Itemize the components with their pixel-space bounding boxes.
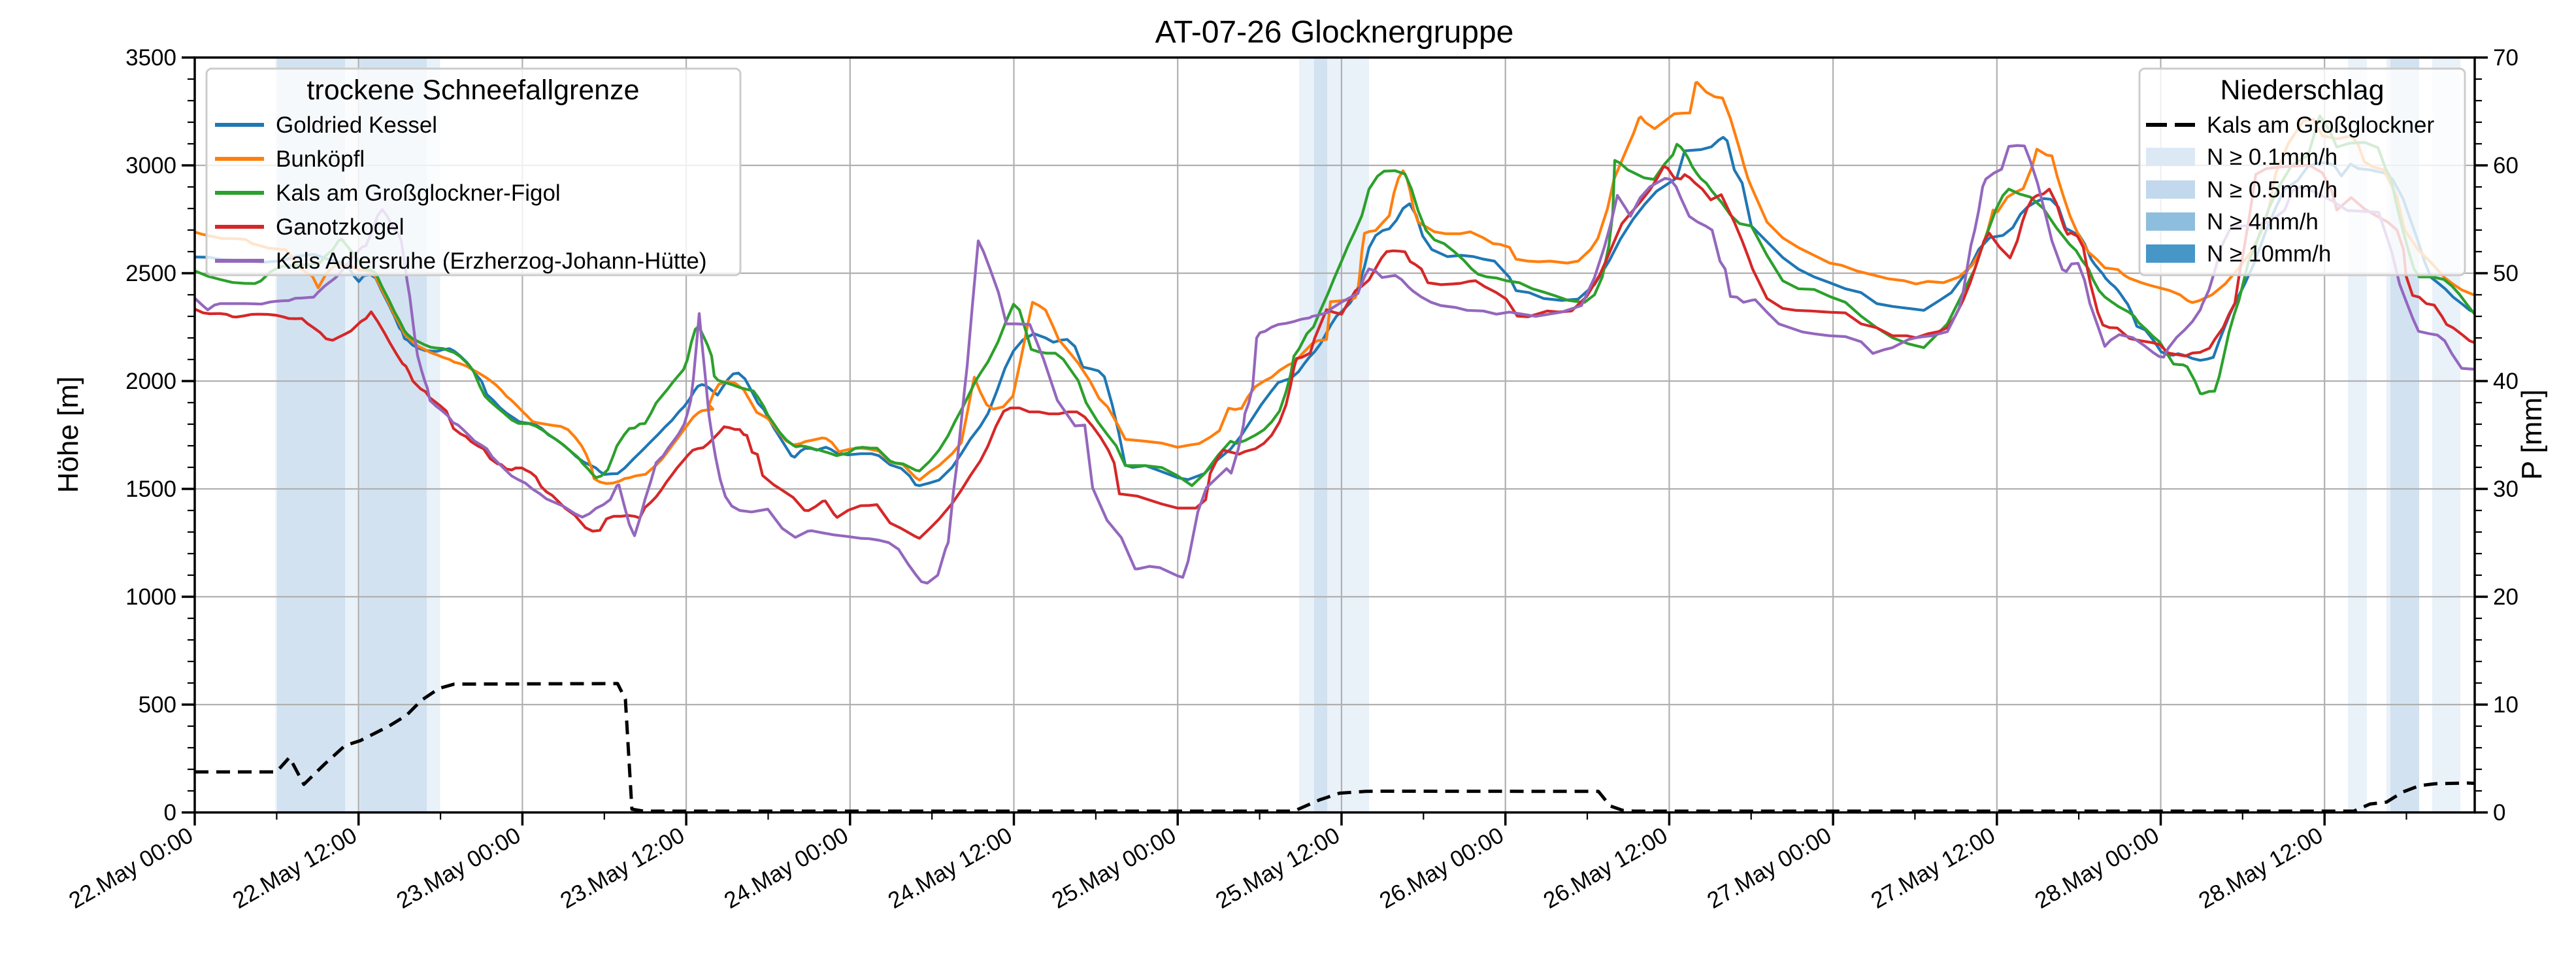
svg-text:70: 70 [2493,45,2518,71]
svg-text:Kals am Großglockner: Kals am Großglockner [2207,112,2435,138]
svg-text:2500: 2500 [125,261,176,286]
svg-text:0: 0 [164,800,176,826]
svg-text:N ≥ 10mm/h: N ≥ 10mm/h [2207,241,2331,267]
svg-text:40: 40 [2493,369,2518,394]
svg-text:P [mm]: P [mm] [2516,390,2548,480]
svg-text:30: 30 [2493,476,2518,502]
svg-text:Kals Adlersruhe (Erzherzog-Joh: Kals Adlersruhe (Erzherzog-Johann-Hütte) [276,248,706,274]
svg-text:trockene Schneefallgrenze: trockene Schneefallgrenze [306,75,639,106]
svg-text:Höhe [m]: Höhe [m] [52,376,84,493]
svg-text:500: 500 [139,692,176,718]
svg-text:Bunköpfl: Bunköpfl [276,146,365,172]
svg-text:Goldried Kessel: Goldried Kessel [276,112,437,138]
svg-text:20: 20 [2493,584,2518,610]
svg-text:50: 50 [2493,261,2518,286]
svg-text:N ≥ 4mm/h: N ≥ 4mm/h [2207,209,2319,235]
svg-text:3500: 3500 [125,45,176,71]
svg-text:0: 0 [2493,800,2505,826]
svg-text:2000: 2000 [125,369,176,394]
svg-text:10: 10 [2493,692,2518,718]
svg-text:AT-07-26 Glocknergruppe: AT-07-26 Glocknergruppe [1155,15,1514,50]
svg-text:N ≥ 0.5mm/h: N ≥ 0.5mm/h [2207,177,2337,203]
svg-text:3000: 3000 [125,153,176,178]
svg-text:Kals am Großglockner-Figol: Kals am Großglockner-Figol [276,180,561,206]
svg-text:Ganotzkogel: Ganotzkogel [276,214,405,240]
svg-text:1000: 1000 [125,584,176,610]
svg-text:Niederschlag: Niederschlag [2221,75,2385,106]
svg-text:N ≥ 0.1mm/h: N ≥ 0.1mm/h [2207,144,2337,170]
svg-text:60: 60 [2493,153,2518,178]
svg-text:1500: 1500 [125,476,176,502]
